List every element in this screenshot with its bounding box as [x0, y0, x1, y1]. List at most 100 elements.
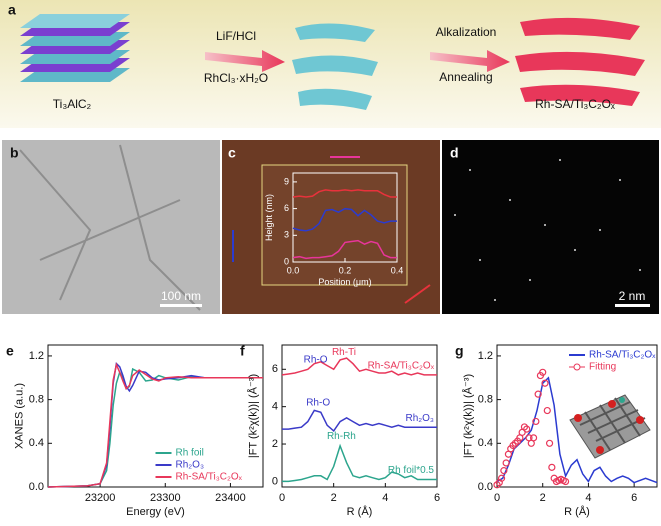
- x-axis-label: R (Å): [347, 505, 373, 518]
- y-tick-label: 6: [284, 203, 289, 213]
- y-axis-label: XANES (a.u.): [13, 383, 25, 449]
- y-tick-label: 1.2: [478, 350, 493, 362]
- scale-bar: [615, 304, 650, 307]
- x-tick-label: 2: [540, 492, 546, 504]
- x-tick-label: 0.4: [391, 265, 404, 275]
- data-line: [292, 189, 397, 198]
- legend-label: Rh-SA/Ti₃C₂Oₓ: [589, 350, 656, 361]
- plot-frame: [496, 344, 658, 488]
- material-label: Rh-SA/Ti₃C₂Oₓ: [535, 97, 615, 111]
- data-point: [493, 481, 501, 489]
- panel-label: d: [450, 145, 459, 161]
- y-tick-label: 3: [284, 230, 289, 240]
- data-line: [496, 376, 658, 484]
- y-axis-label: |FT (k²χ(k))| (Å⁻³): [461, 374, 474, 458]
- data-line: [47, 367, 263, 488]
- series-label: Rh₂O₃: [405, 413, 434, 424]
- scale-bar: [160, 304, 202, 307]
- step-label: LiF/HCl: [216, 29, 256, 43]
- x-axis-label: R (Å): [564, 505, 590, 518]
- panel-label: f: [240, 343, 245, 359]
- legend-label: Rh₂O₃: [176, 460, 205, 471]
- data-line: [282, 409, 437, 433]
- data-point: [541, 379, 549, 387]
- x-tick-label: 6: [434, 492, 440, 504]
- step-label: RhCl₃·xH₂O: [204, 71, 268, 85]
- inset-frame: [261, 164, 408, 286]
- legend-label: Rh-SA/Ti₃C₂Oₓ: [176, 472, 243, 483]
- y-tick-label: 2: [272, 438, 278, 450]
- data-line: [282, 443, 437, 483]
- annotation: Rh-Ti: [332, 347, 356, 358]
- data-point: [502, 459, 510, 467]
- scale-label: 100 nm: [161, 289, 201, 303]
- y-tick-label: 0.4: [478, 437, 493, 449]
- structure-model: [569, 394, 651, 459]
- panel-label: b: [10, 145, 19, 161]
- rh-flakes: [515, 17, 645, 106]
- mxene-flakes: [292, 23, 378, 110]
- data-line: [292, 207, 397, 232]
- y-tick-label: 1.2: [29, 350, 44, 362]
- panel-label: g: [455, 343, 464, 359]
- legend-swatch: [573, 363, 581, 371]
- data-point: [529, 434, 538, 442]
- flake-edges: [19, 144, 201, 311]
- arrow: [205, 50, 285, 72]
- step-label: Alkalization: [436, 25, 497, 39]
- data-point: [523, 425, 531, 433]
- data-point: [497, 474, 506, 482]
- annotation: Rh-Rh: [327, 431, 356, 442]
- y-tick-label: 0: [272, 475, 278, 487]
- data-point: [539, 368, 547, 376]
- data-point: [543, 406, 551, 415]
- legend-label: Rh foil: [176, 448, 204, 459]
- data-point: [532, 417, 540, 426]
- arrow: [430, 50, 510, 72]
- data-point: [511, 439, 519, 447]
- x-axis-label: Position (μm): [318, 277, 371, 287]
- series-label: Rh-SA/Ti₃C₂Oₓ: [368, 361, 435, 372]
- x-tick-label: 0: [279, 492, 285, 504]
- panel-label: c: [228, 145, 236, 161]
- plot-frame: [281, 344, 438, 488]
- data-line: [281, 357, 437, 376]
- scale-label: 2 nm: [619, 289, 646, 303]
- y-tick-label: 6: [272, 363, 278, 375]
- panel-label: e: [6, 343, 14, 359]
- y-tick-label: 0.8: [478, 394, 493, 406]
- data-point: [509, 441, 517, 450]
- x-tick-label: 23300: [150, 492, 181, 504]
- y-tick-label: 4: [272, 401, 278, 413]
- step-label: Annealing: [439, 70, 492, 84]
- y-axis-label: Height (nm): [264, 194, 274, 241]
- haadf-image: [442, 140, 659, 314]
- x-tick-label: 4: [382, 492, 388, 504]
- single-atoms: [454, 159, 641, 301]
- plot-frame: [47, 344, 264, 488]
- panel-label: a: [8, 2, 16, 18]
- y-tick-label: 0.0: [29, 481, 44, 493]
- y-tick-label: 9: [284, 176, 289, 186]
- x-axis-label: Energy (eV): [126, 506, 185, 518]
- x-tick-label: 0.0: [287, 265, 300, 275]
- y-tick-label: 0.4: [29, 437, 44, 449]
- series-label: Rh foil*0.5: [388, 465, 435, 476]
- annotation: Rh-O: [304, 355, 328, 366]
- data-point: [534, 390, 542, 398]
- data-point: [545, 439, 554, 447]
- material-label: Ti₃AlC₂: [53, 97, 92, 111]
- data-point: [520, 423, 529, 431]
- x-tick-label: 6: [631, 492, 637, 504]
- tem-image: [2, 140, 220, 314]
- x-tick-label: 23200: [85, 492, 116, 504]
- data-point: [561, 477, 570, 486]
- y-tick-label: 0.8: [29, 394, 44, 406]
- data-line: [292, 239, 397, 260]
- data-point: [548, 463, 556, 471]
- y-axis-label: |FT (k²χ(k))| (Å⁻³): [246, 374, 259, 458]
- x-tick-label: 2: [331, 492, 337, 504]
- profile-line: [404, 284, 431, 304]
- max-phase-stack: [20, 14, 130, 82]
